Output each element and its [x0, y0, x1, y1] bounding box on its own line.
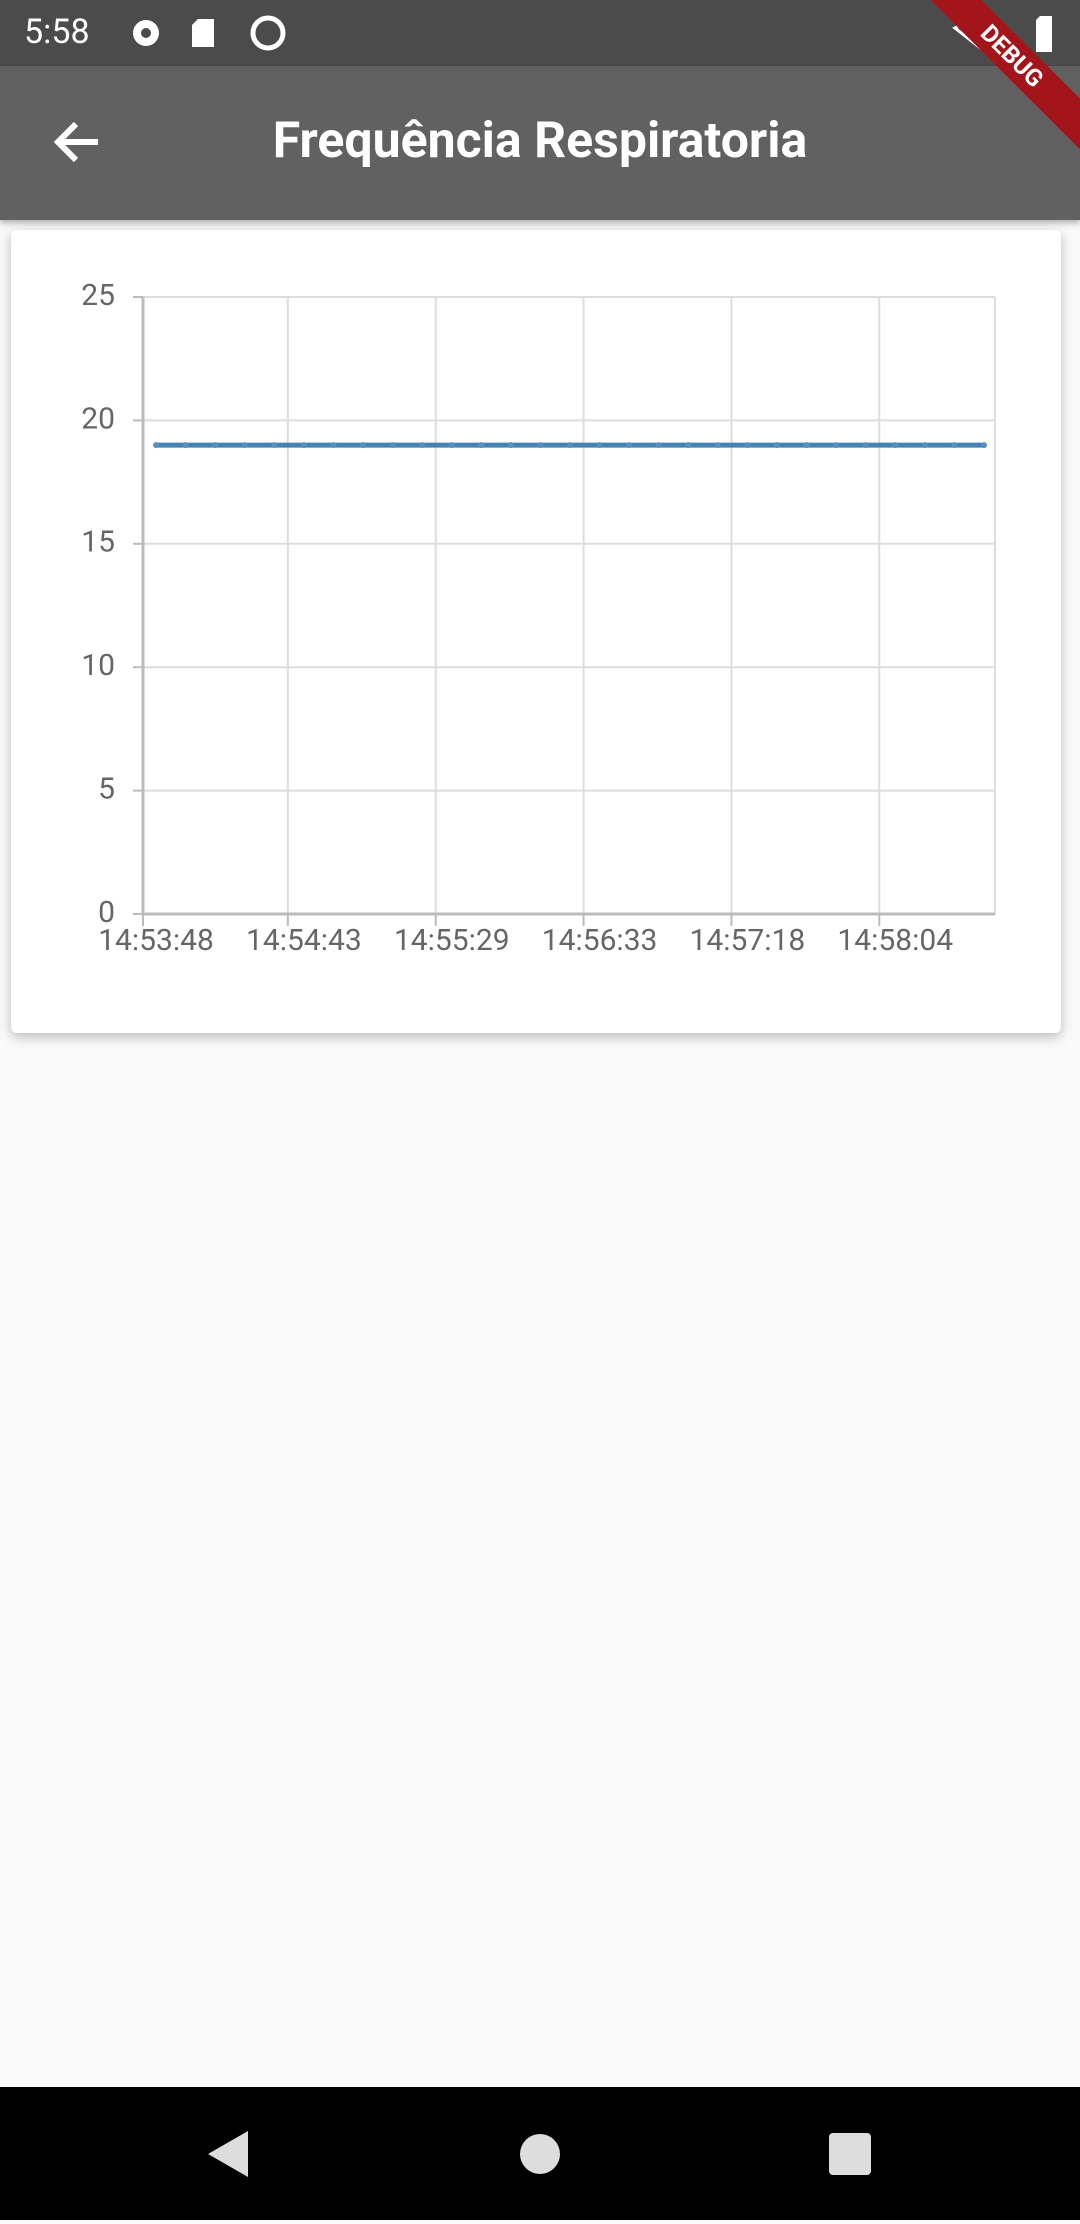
nav-bar — [0, 2087, 1080, 2220]
x-tick-label: 14:58:04 — [837, 923, 953, 958]
x-tick-label: 14:53:48 — [98, 923, 214, 958]
data-point — [537, 442, 544, 449]
data-point — [478, 442, 485, 449]
data-point — [981, 442, 987, 449]
data-point — [685, 442, 692, 449]
status-icons — [133, 11, 1052, 54]
data-point — [744, 442, 751, 449]
data-point — [655, 442, 662, 449]
y-tick-label: 5 — [98, 772, 115, 807]
y-tick-label: 25 — [81, 278, 115, 313]
data-point — [212, 442, 219, 449]
x-tick-label: 14:54:43 — [246, 923, 362, 958]
data-point — [714, 442, 721, 449]
nav-home[interactable] — [520, 2134, 560, 2174]
status-bar: 5:58 — [0, 0, 1080, 66]
nav-back[interactable] — [208, 2131, 248, 2177]
data-point — [330, 442, 337, 449]
status-time: 5:58 — [24, 12, 90, 52]
data-point — [921, 442, 928, 449]
y-tick-label: 20 — [81, 401, 115, 436]
app-title: Frequência Respiratoria — [272, 112, 808, 170]
data-point — [833, 442, 840, 449]
nav-icons — [208, 2131, 871, 2177]
data-point — [862, 442, 869, 449]
back-button[interactable] — [48, 112, 108, 172]
data-point — [567, 442, 573, 449]
data-point — [951, 442, 958, 449]
x-tick-label: 14:57:18 — [690, 923, 806, 958]
data-point — [626, 442, 633, 449]
data-point — [271, 442, 278, 449]
data-point — [448, 442, 455, 449]
data-point — [803, 442, 810, 449]
data-point — [360, 442, 366, 449]
nav-recent[interactable] — [829, 2133, 871, 2175]
chart-card — [11, 230, 1061, 1033]
x-tick-label: 14:55:29 — [394, 923, 510, 958]
y-tick-label: 15 — [81, 525, 115, 560]
y-tick-label: 0 — [98, 895, 115, 930]
data-point — [774, 442, 780, 449]
data-point — [892, 442, 899, 449]
data-point — [596, 442, 603, 449]
chart: 0 5 10 15 20 25 14:53:48 14:54:43 14:55:29 14:56:… — [81, 278, 996, 958]
x-tick-label: 14:56:33 — [542, 923, 658, 958]
y-tick-label: 10 — [81, 648, 115, 683]
data-point — [389, 442, 396, 449]
data-point — [182, 442, 189, 449]
data-point — [419, 442, 426, 449]
data-point — [153, 442, 159, 449]
app-bar: Frequência Respiratoria — [0, 66, 1080, 220]
data-point — [300, 442, 307, 449]
data-point — [507, 442, 514, 449]
data-point — [241, 442, 248, 449]
